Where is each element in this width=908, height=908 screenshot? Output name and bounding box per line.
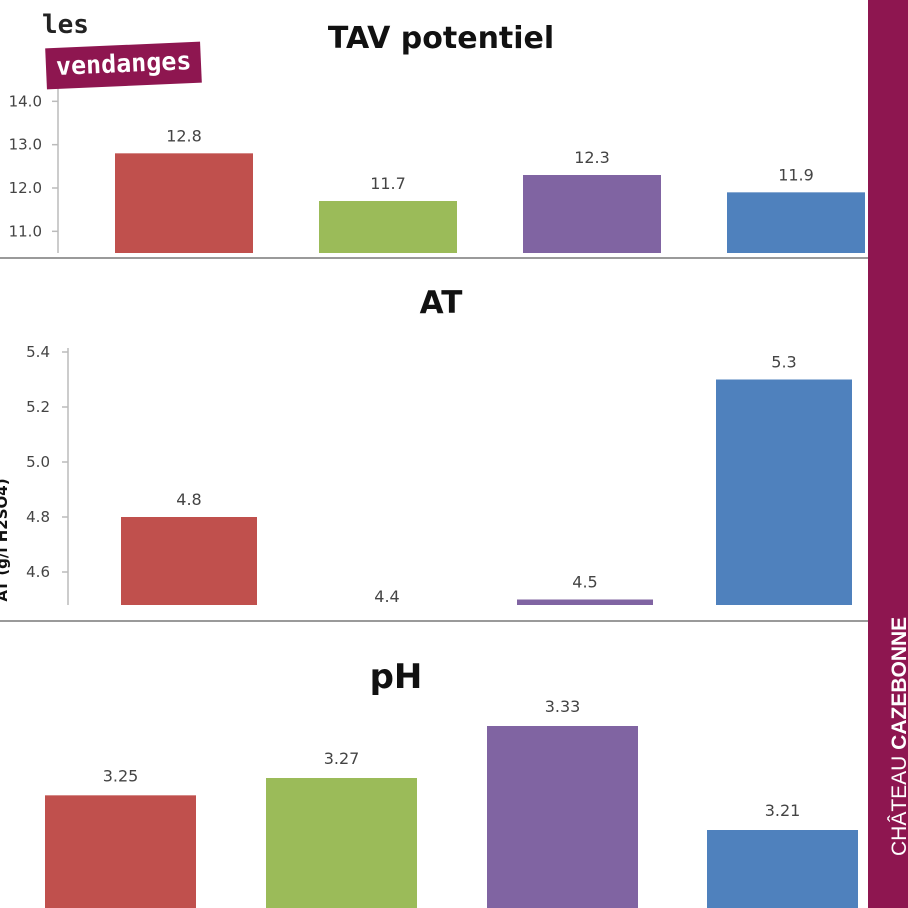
chart-marks: 14.0 13.0 12.0 11.0 12.8 11.7 12.3 11.9 5.4 5.2 5.…	[9, 80, 865, 908]
data-label: 3.25	[103, 766, 139, 785]
bar	[707, 830, 858, 908]
data-label: 4.5	[572, 573, 597, 592]
bar	[523, 175, 661, 253]
y-tick-label: 11.0	[9, 222, 42, 240]
y-tick-label: 14.0	[9, 92, 42, 110]
data-label: 3.21	[765, 801, 801, 820]
bar	[517, 599, 653, 605]
data-label: 4.8	[176, 490, 201, 509]
brand-wordmark-bold: CAZEBONNE	[888, 616, 908, 750]
brand-wordmark-light: CHÂTEAU	[888, 755, 908, 856]
data-label: 12.8	[166, 126, 202, 145]
y-tick-label: 13.0	[9, 136, 42, 154]
bar	[45, 795, 196, 908]
y-tick-label: 4.6	[26, 563, 50, 581]
data-label: 5.3	[771, 353, 796, 372]
y-axis-label-at: AT (g/l H2SO4)	[0, 478, 11, 601]
bar	[727, 192, 865, 253]
data-label: 3.33	[545, 697, 581, 716]
logo-text-les: les	[42, 10, 89, 40]
brand-sidebar: CHÂTEAU CAZEBONNE	[868, 0, 908, 908]
y-tick-label: 5.4	[26, 343, 50, 361]
bar	[319, 201, 457, 253]
chart-title-at: AT	[420, 285, 463, 321]
y-tick-label: 4.8	[26, 508, 50, 526]
chart-stage: TAV potentiel AT pH AT (g/l H2SO4) 14.0 1…	[0, 10, 868, 908]
chart-canvas: TAV potentiel AT pH AT (g/l H2SO4) 14.01…	[0, 21, 868, 908]
y-tick-label: 12.0	[9, 179, 42, 197]
data-label: 11.9	[778, 165, 814, 184]
data-label: 11.7	[370, 174, 406, 193]
bar	[121, 517, 257, 605]
data-label: 3.27	[324, 749, 360, 768]
chart-title-ph: pH	[370, 657, 423, 697]
y-tick-label: 5.2	[26, 398, 50, 416]
brand-wordmark: CHÂTEAU CAZEBONNE	[888, 617, 908, 856]
data-label: 12.3	[574, 148, 610, 167]
chart-title-tav: TAV potentiel	[328, 21, 554, 56]
data-label: 4.4	[374, 587, 399, 606]
bar	[716, 379, 852, 605]
bar	[266, 778, 417, 908]
logo-text-vendanges: vendanges	[45, 41, 203, 90]
bar	[487, 726, 638, 908]
bar	[115, 153, 253, 253]
y-tick-label: 5.0	[26, 453, 50, 471]
